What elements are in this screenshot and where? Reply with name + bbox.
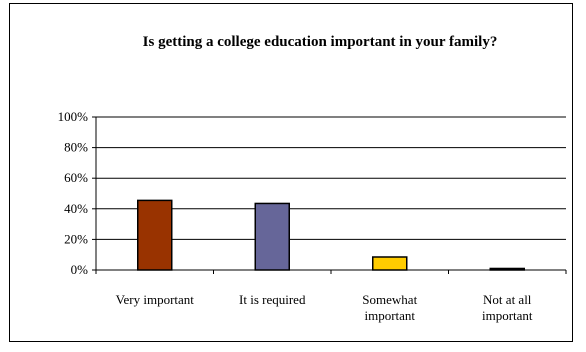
bar — [372, 256, 408, 271]
bar — [254, 202, 290, 271]
y-tick-label: 20% — [64, 231, 88, 246]
y-tick-label: 100% — [58, 109, 89, 124]
bar-chart: Is getting a college education important… — [58, 34, 567, 323]
bars — [137, 199, 525, 271]
chart-frame: Is getting a college education important… — [9, 3, 573, 342]
y-tick-label: 0% — [71, 262, 89, 277]
y-tick-label: 60% — [64, 170, 88, 185]
bar — [489, 267, 525, 271]
y-tick-labels: 0% 20% 40% 60% 80% 100% — [58, 109, 89, 277]
y-tick-label: 40% — [64, 201, 88, 216]
category-label: It is required — [239, 292, 306, 307]
y-tick-label: 80% — [64, 140, 88, 155]
category-labels: Very important It is required Somewhat impo… — [116, 292, 533, 323]
axes — [92, 116, 567, 274]
category-label: Not at all important — [482, 292, 533, 323]
category-label: Somewhat important — [362, 292, 417, 323]
chart-title: Is getting a college education important… — [143, 34, 498, 50]
bar — [137, 199, 173, 271]
gridlines — [96, 116, 566, 240]
category-label: Very important — [116, 292, 195, 307]
